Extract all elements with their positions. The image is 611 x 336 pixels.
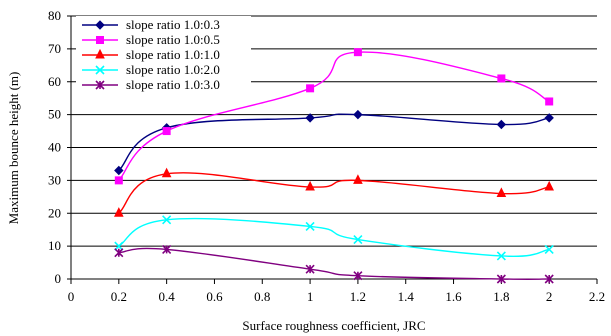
x-tick-label: 0 (68, 289, 75, 304)
x-tick-label: 0.2 (111, 289, 127, 304)
x-tick-label: 1 (307, 289, 314, 304)
data-point (115, 177, 122, 184)
x-tick-label: 0.4 (159, 289, 176, 304)
y-tick-label: 40 (48, 140, 61, 155)
legend-label: slope ratio 1.0:0.5 (126, 32, 220, 47)
data-point (163, 128, 170, 135)
series-1 (115, 111, 553, 175)
x-tick-label: 0.6 (206, 289, 223, 304)
y-tick-label: 70 (48, 41, 61, 56)
data-point (307, 85, 314, 92)
data-point (306, 182, 314, 190)
data-point (546, 98, 553, 105)
data-point (498, 75, 505, 82)
y-tick-label: 10 (48, 238, 61, 253)
x-tick-label: 1.4 (398, 289, 415, 304)
y-tick-label: 50 (48, 107, 61, 122)
x-tick-label: 2.2 (589, 289, 605, 304)
y-tick-label: 60 (48, 74, 61, 89)
series-line (119, 173, 549, 213)
data-point (545, 182, 553, 190)
x-tick-label: 1.6 (445, 289, 462, 304)
x-tick-label: 1.8 (493, 289, 509, 304)
legend-swatch-marker (97, 37, 104, 44)
y-tick-label: 30 (48, 172, 61, 187)
y-axis-label: Maximum bounce height (m) (6, 72, 21, 225)
y-tick-label: 0 (55, 271, 62, 286)
x-tick-label: 2 (546, 289, 553, 304)
data-point (354, 111, 362, 119)
data-point (497, 189, 505, 197)
y-tick-label: 80 (48, 8, 61, 23)
series-3 (115, 169, 553, 216)
y-tick-label: 20 (48, 205, 61, 220)
series-line (119, 114, 549, 170)
legend-label: slope ratio 1.0:0.3 (126, 17, 220, 32)
x-axis-label: Surface roughness coefficient, JRC (242, 318, 425, 333)
series-5 (115, 245, 553, 283)
series-4 (115, 216, 553, 260)
data-point (354, 175, 362, 183)
legend-label: slope ratio 1.0:2.0 (126, 62, 220, 77)
x-tick-label: 0.8 (254, 289, 270, 304)
data-point (354, 49, 361, 56)
data-point (497, 120, 505, 128)
legend-label: slope ratio 1.0:3.0 (126, 77, 220, 92)
legend-label: slope ratio 1.0:1.0 (126, 47, 220, 62)
series-line (119, 248, 549, 279)
x-tick-label: 1.2 (350, 289, 366, 304)
